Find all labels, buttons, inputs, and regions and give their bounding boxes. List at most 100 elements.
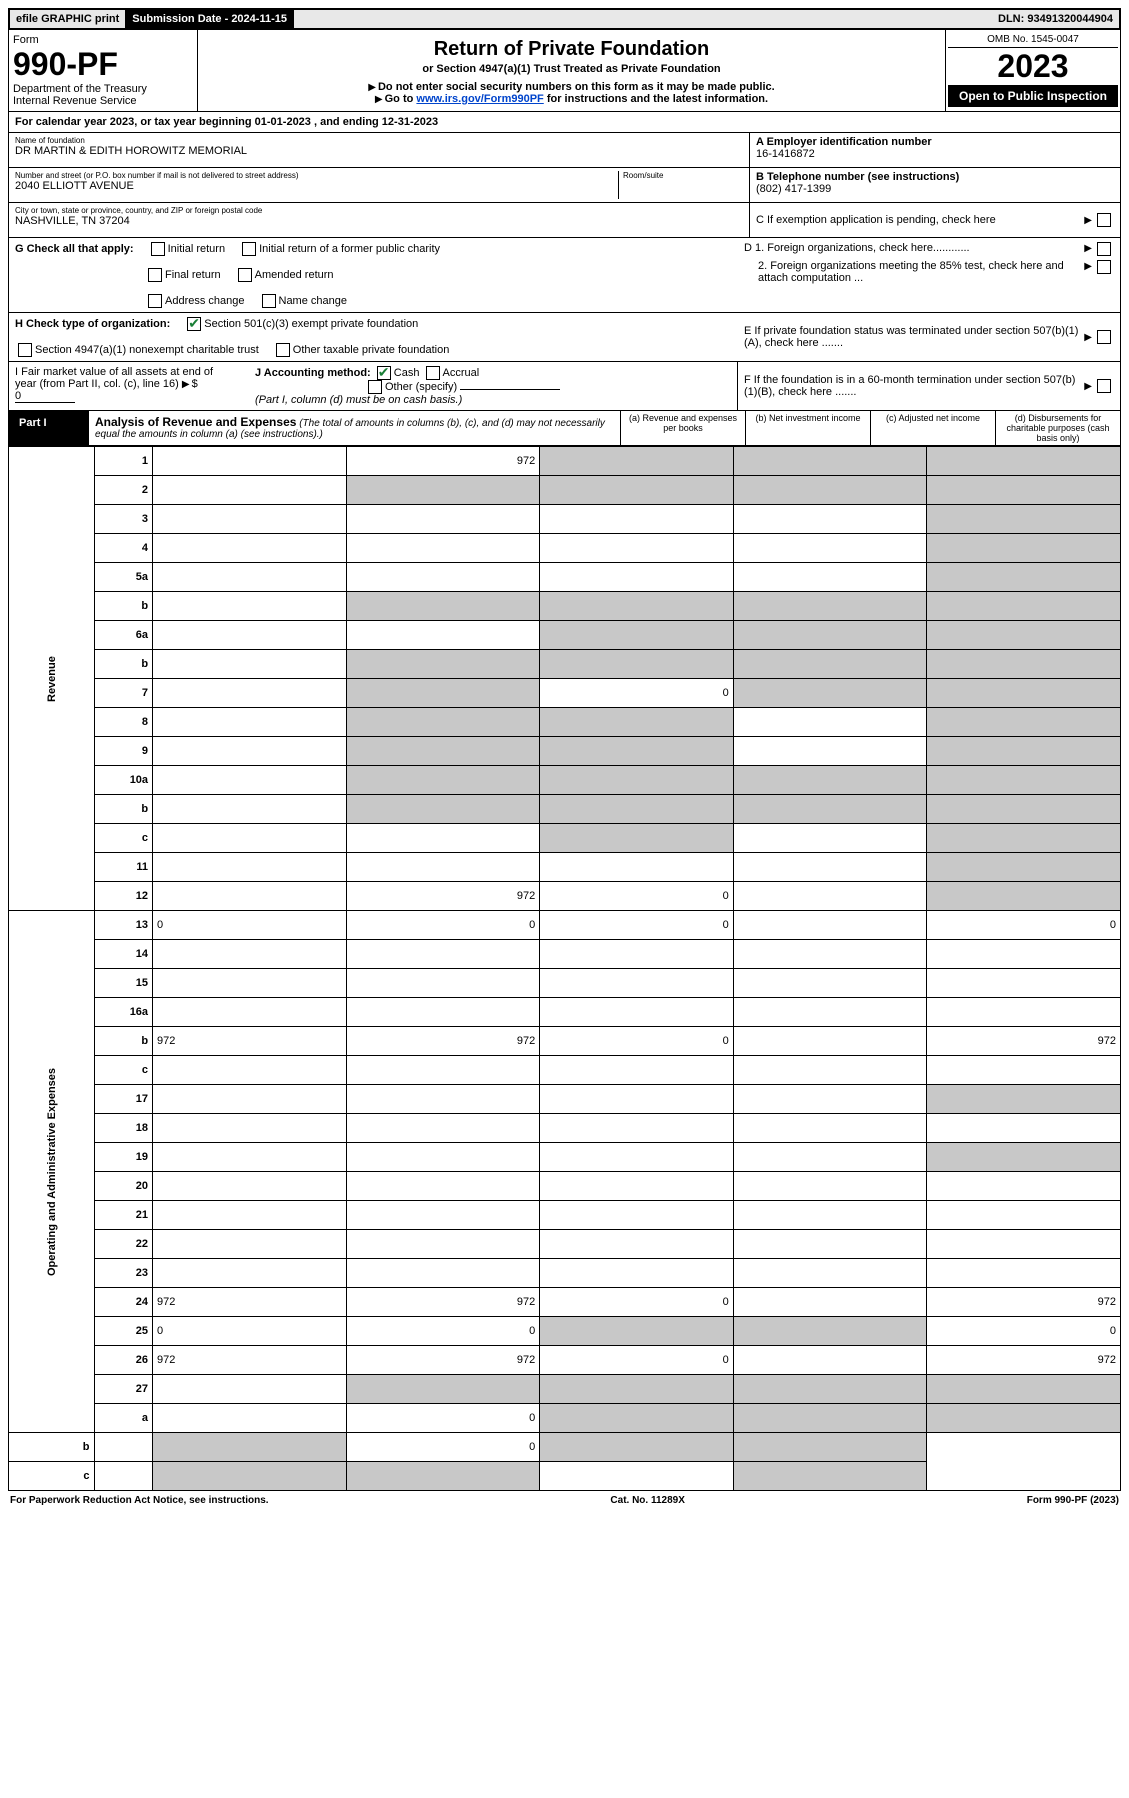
- col-b-val: [540, 650, 734, 679]
- section-g-d: G Check all that apply: Initial return I…: [8, 238, 1121, 313]
- line-number: 23: [94, 1259, 153, 1288]
- col-b-val: 0: [540, 1027, 734, 1056]
- table-row: 129720: [9, 882, 1121, 911]
- col-d-val: 0: [927, 911, 1121, 940]
- f-checkbox[interactable]: [1097, 379, 1111, 393]
- table-row: 6a: [9, 621, 1121, 650]
- col-b-val: [540, 1201, 734, 1230]
- line-desc: [153, 1172, 347, 1201]
- col-a-val: 0: [346, 1404, 540, 1433]
- col-c-val: [733, 940, 927, 969]
- table-row: 18: [9, 1114, 1121, 1143]
- col-d-val: [927, 708, 1121, 737]
- line-number: 17: [94, 1085, 153, 1114]
- phone-label: B Telephone number (see instructions): [756, 171, 959, 183]
- city-state-zip: NASHVILLE, TN 37204: [15, 215, 743, 227]
- col-a-val: [346, 1201, 540, 1230]
- col-a-val: [153, 1462, 347, 1491]
- line-number: 15: [94, 969, 153, 998]
- line-desc: [153, 1114, 347, 1143]
- col-a-val: [346, 476, 540, 505]
- j-note: (Part I, column (d) must be on cash basi…: [255, 394, 462, 406]
- col-c-val: [733, 505, 927, 534]
- form-link[interactable]: www.irs.gov/Form990PF: [416, 93, 543, 105]
- col-c-head: (c) Adjusted net income: [870, 411, 995, 445]
- col-c-val: [733, 476, 927, 505]
- col-b-val: [540, 1143, 734, 1172]
- col-d-val: [927, 621, 1121, 650]
- i-value: 0: [15, 390, 75, 403]
- col-c-val: [733, 1201, 927, 1230]
- col-c-val: [733, 1375, 927, 1404]
- irs: Internal Revenue Service: [13, 95, 193, 107]
- j-other-checkbox[interactable]: [368, 380, 382, 394]
- col-b-val: [540, 737, 734, 766]
- form-subtitle: or Section 4947(a)(1) Trust Treated as P…: [204, 63, 939, 75]
- col-a-val: [346, 592, 540, 621]
- col-d-val: [927, 534, 1121, 563]
- phone-value: (802) 417-1399: [756, 183, 831, 195]
- col-d-val: [927, 1230, 1121, 1259]
- g-address-checkbox[interactable]: [148, 294, 162, 308]
- col-c-val: [733, 795, 927, 824]
- col-b-val: [540, 476, 734, 505]
- line-desc: [153, 1143, 347, 1172]
- table-row: a0: [9, 1404, 1121, 1433]
- d1-checkbox[interactable]: [1097, 242, 1111, 256]
- dln: DLN: 93491320044904: [992, 10, 1119, 28]
- footer-mid: Cat. No. 11289X: [610, 1495, 684, 1506]
- col-c-val: [733, 1085, 927, 1114]
- h-other-checkbox[interactable]: [276, 343, 290, 357]
- e-checkbox[interactable]: [1097, 330, 1111, 344]
- col-b-val: [540, 824, 734, 853]
- col-c-val: [540, 1462, 734, 1491]
- col-d-val: 972: [927, 1288, 1121, 1317]
- col-c-val: [733, 853, 927, 882]
- c-checkbox[interactable]: [1097, 213, 1111, 227]
- table-row: 19: [9, 1143, 1121, 1172]
- d2-checkbox[interactable]: [1097, 260, 1111, 274]
- table-row: 25000: [9, 1317, 1121, 1346]
- col-d-val: [927, 505, 1121, 534]
- col-d-val: [927, 824, 1121, 853]
- col-b-val: [540, 1317, 734, 1346]
- h-label: H Check type of organization:: [15, 318, 170, 330]
- g-formerpublic-checkbox[interactable]: [242, 242, 256, 256]
- g-final-checkbox[interactable]: [148, 268, 162, 282]
- col-a-val: [346, 679, 540, 708]
- table-row: 15: [9, 969, 1121, 998]
- line-number: b: [94, 650, 153, 679]
- col-c-val: [733, 824, 927, 853]
- g-amended-checkbox[interactable]: [238, 268, 252, 282]
- col-b-val: 0: [540, 911, 734, 940]
- col-b-val: [540, 766, 734, 795]
- line-desc: [153, 1201, 347, 1230]
- col-d-val: [927, 853, 1121, 882]
- line-number: 13: [94, 911, 153, 940]
- col-c-val: [733, 998, 927, 1027]
- line-desc: [153, 940, 347, 969]
- line-desc: [153, 708, 347, 737]
- footer-right: Form 990-PF (2023): [1027, 1495, 1119, 1506]
- g-initial-checkbox[interactable]: [151, 242, 165, 256]
- line-desc: [153, 534, 347, 563]
- h-501c3-checkbox[interactable]: [187, 317, 201, 331]
- col-a-val: [346, 969, 540, 998]
- line-number: c: [94, 1056, 153, 1085]
- line-number: 6a: [94, 621, 153, 650]
- col-b-val: [540, 1230, 734, 1259]
- table-row: 17: [9, 1085, 1121, 1114]
- h-4947-checkbox[interactable]: [18, 343, 32, 357]
- table-row: Operating and Administrative Expenses130…: [9, 911, 1121, 940]
- j-cash-checkbox[interactable]: [377, 366, 391, 380]
- col-d-val: [927, 766, 1121, 795]
- line-number: 3: [94, 505, 153, 534]
- table-row: 16a: [9, 998, 1121, 1027]
- col-b-val: [540, 1404, 734, 1433]
- line-desc: [94, 1462, 153, 1491]
- line-number: b: [94, 592, 153, 621]
- j-accrual-checkbox[interactable]: [426, 366, 440, 380]
- col-b-val: 0: [346, 1433, 540, 1462]
- g-name-checkbox[interactable]: [262, 294, 276, 308]
- table-row: c: [9, 1462, 1121, 1491]
